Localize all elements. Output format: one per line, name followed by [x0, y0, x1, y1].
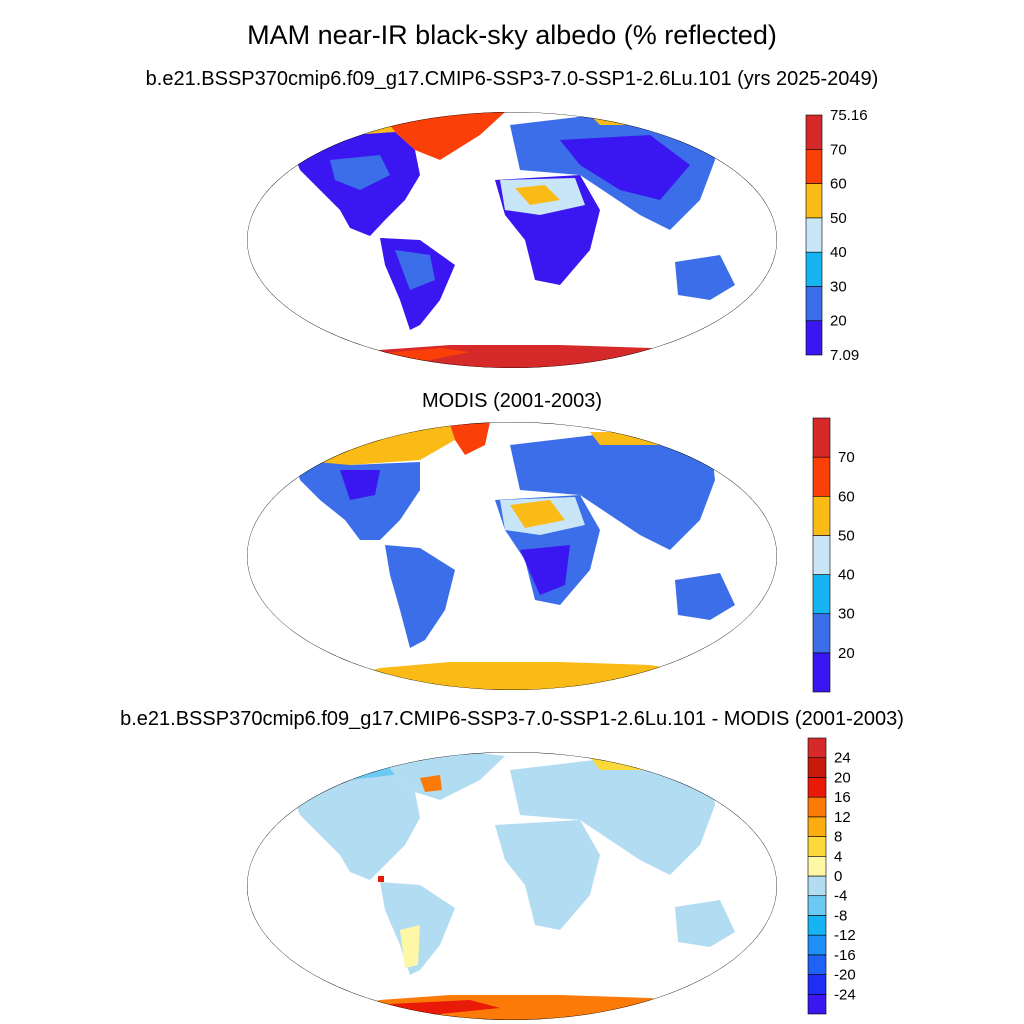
colorbar-3-tick-label: -16: [834, 947, 856, 964]
colorbar-3-swatch: [807, 895, 827, 916]
eurasia: [510, 432, 715, 550]
north-america: [290, 775, 420, 880]
colorbar-1-swatch: [805, 148, 823, 184]
colorbar-3-swatch: [807, 777, 827, 798]
australia: [675, 900, 735, 947]
colorbar-1-tick-label: 70: [830, 141, 847, 158]
colorbar-2-tick-label: 70: [838, 449, 855, 466]
map-panel-3: [247, 752, 777, 1020]
colorbar-3-swatch: [807, 757, 827, 778]
land-panel-1: [290, 112, 735, 368]
main-title: MAM near-IR black-sky albedo (% reflecte…: [247, 20, 777, 50]
colorbar-2-swatch: [812, 417, 831, 458]
colorbar-3-swatch: [807, 915, 827, 936]
colorbar-2-swatch: [812, 613, 831, 654]
colorbar-2-swatch: [812, 652, 831, 693]
colorbar-3-tick-label: -8: [834, 907, 847, 924]
colorbar-3-tick-label: 16: [834, 789, 851, 806]
colorbar-2-tick-label: 20: [838, 645, 855, 662]
colorbar-3: 24 20 16 12 8 4 0 -4 -8 -12 -16 -20 -24: [807, 737, 856, 1015]
land-panel-3: [290, 752, 735, 1020]
panel-3-title: b.e21.BSSP370cmip6.f09_g17.CMIP6-SSP3-7.…: [120, 708, 904, 730]
colorbar-3-tick-label: -12: [834, 927, 856, 944]
colorbar-3-tick-label: 20: [834, 769, 851, 786]
colorbar-3-tick-label: 0: [834, 868, 842, 885]
colorbar-1-swatch: [805, 114, 823, 150]
colorbar-3-swatch: [807, 993, 827, 1015]
colorbar-3-swatch: [807, 737, 827, 759]
colorbar-3-swatch: [807, 974, 827, 995]
colorbar-2-swatch: [812, 495, 831, 536]
colorbar-3-tick-label: 8: [834, 829, 842, 846]
greenland: [380, 752, 505, 800]
colorbar-2-swatch: [812, 535, 831, 575]
colorbar-2-tick-label: 50: [838, 527, 855, 544]
colorbar-3-swatch: [807, 855, 827, 877]
colorbar-3-swatch: [807, 836, 827, 857]
north-america: [295, 460, 420, 540]
colorbar-3-swatch: [807, 934, 827, 956]
colorbar-2-tick-label: 40: [838, 567, 855, 584]
antarctica: [330, 995, 700, 1020]
colorbar-3-tick-label: 12: [834, 809, 851, 826]
colorbar-3-swatch: [807, 954, 827, 975]
africa: [495, 820, 600, 930]
colorbar-1-tick-label: 7.09: [830, 347, 859, 364]
colorbar-2-swatch: [812, 574, 831, 615]
colorbar-3-tick-label: -24: [834, 986, 856, 1003]
colorbar-3-tick-label: 4: [834, 848, 842, 865]
colorbar-2-swatch: [812, 456, 831, 497]
colorbar-1-swatch: [805, 183, 823, 219]
colorbar-2-tick-label: 60: [838, 488, 855, 505]
colorbar-3-swatch: [807, 875, 827, 897]
colorbar-1-swatch: [805, 251, 823, 287]
eurasia: [510, 757, 715, 875]
colorbars: 7.0920304050607075.162030405060702420161…: [805, 107, 868, 1015]
colorbar-1-tick-label: 50: [830, 210, 847, 227]
colorbar-1-tick-label: 40: [830, 244, 847, 261]
antarctica: [330, 662, 700, 690]
map-panel-2: [247, 422, 777, 690]
colorbar-1-tick-label: 75.16: [830, 107, 868, 124]
australia: [675, 573, 735, 620]
panel-2-title: MODIS (2001-2003): [421, 390, 603, 412]
colorbar-1-tick-label: 30: [830, 278, 847, 295]
colorbar-2-tick-label: 30: [838, 606, 855, 623]
colorbar-1-swatch: [805, 320, 823, 356]
colorbar-1-tick-label: 60: [830, 176, 847, 193]
map-panel-1: [247, 112, 777, 368]
australia: [675, 255, 735, 300]
colorbar-3-tick-label: -20: [834, 967, 856, 984]
colorbar-3-swatch: [807, 816, 827, 837]
colorbar-1-tick-label: 20: [830, 313, 847, 330]
colorbar-3-tick-label: -4: [834, 888, 847, 905]
land-panel-2: [295, 422, 735, 690]
colorbar-3-swatch: [807, 796, 827, 818]
colorbar-1-swatch: [805, 286, 823, 322]
antarctica: [330, 345, 700, 368]
colorbar-1-swatch: [805, 217, 823, 253]
colorbar-2: 20 30 40 50 60 70: [812, 417, 855, 693]
south-america: [385, 545, 455, 648]
colorbar-1: 7.09 20 30 40 50 60 70 75.16: [805, 107, 868, 364]
greenland: [450, 422, 490, 455]
colorbar-3-tick-label: 24: [834, 750, 851, 767]
panel-1-title: b.e21.BSSP370cmip6.f09_g17.CMIP6-SSP3-7.…: [145, 68, 879, 90]
